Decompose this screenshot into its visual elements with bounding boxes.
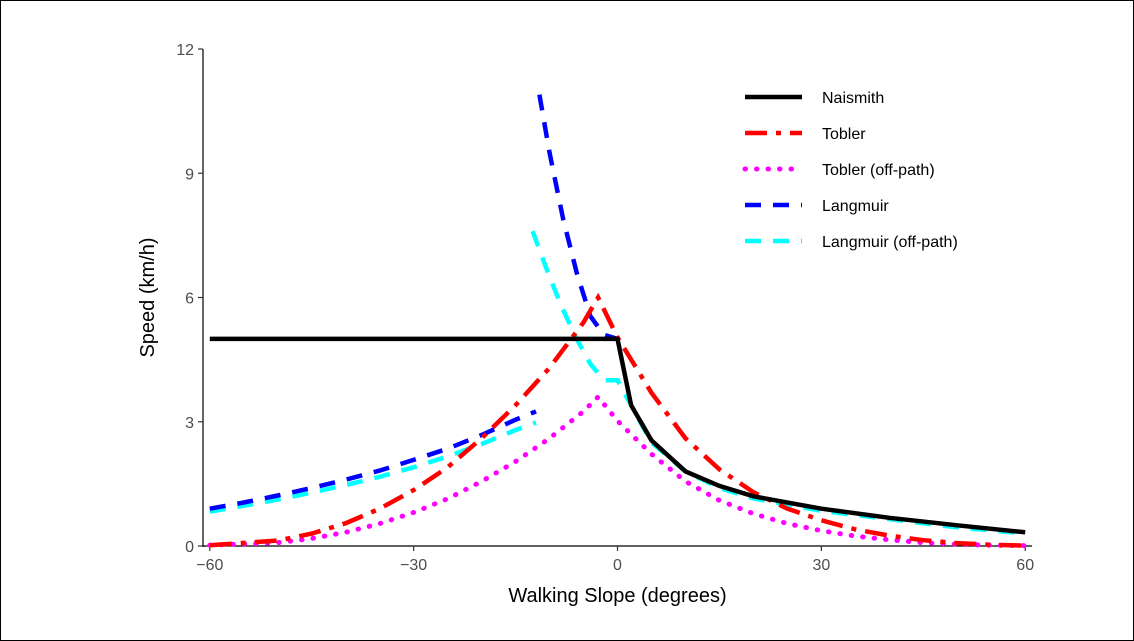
x-tick-label: 0 (613, 557, 622, 574)
y-tick-label: 12 (176, 42, 194, 59)
y-tick-label: 6 (185, 291, 194, 308)
y-axis-title: Speed (km/h) (137, 237, 159, 357)
legend-label-tobler: Tobler (822, 126, 866, 143)
x-tick-label: 30 (812, 557, 830, 574)
legend-label-tobler-off-path: Tobler (off-path) (822, 162, 935, 179)
x-tick-label: −30 (400, 557, 427, 574)
axes: 0 3 6 9 12 −60 −30 0 30 60 (176, 42, 1034, 574)
series-line-tobler-off-path (207, 393, 1028, 549)
series-line-langmuir-off-path (209, 420, 537, 514)
series-layer (207, 94, 1028, 549)
series-line-langmuir-off-path (530, 230, 1026, 536)
legend-label-langmuir-off-path: Langmuir (off-path) (822, 234, 958, 251)
series-line-naismith (209, 336, 1026, 535)
legend-label-langmuir: Langmuir (822, 198, 889, 215)
series-line-langmuir (209, 409, 537, 511)
legend-label-naismith: Naismith (822, 90, 884, 107)
y-tick-label: 9 (185, 166, 194, 183)
y-tick-label: 3 (185, 415, 194, 432)
legend: Naismith Tobler Tobler (off-path) Langmuir L… (742, 90, 958, 251)
series-line-langmuir (537, 94, 619, 342)
y-tick-label: 0 (185, 539, 194, 556)
x-tick-label: 60 (1016, 557, 1034, 574)
x-tick-label: −60 (196, 557, 223, 574)
x-axis-title: Walking Slope (degrees) (508, 585, 726, 607)
